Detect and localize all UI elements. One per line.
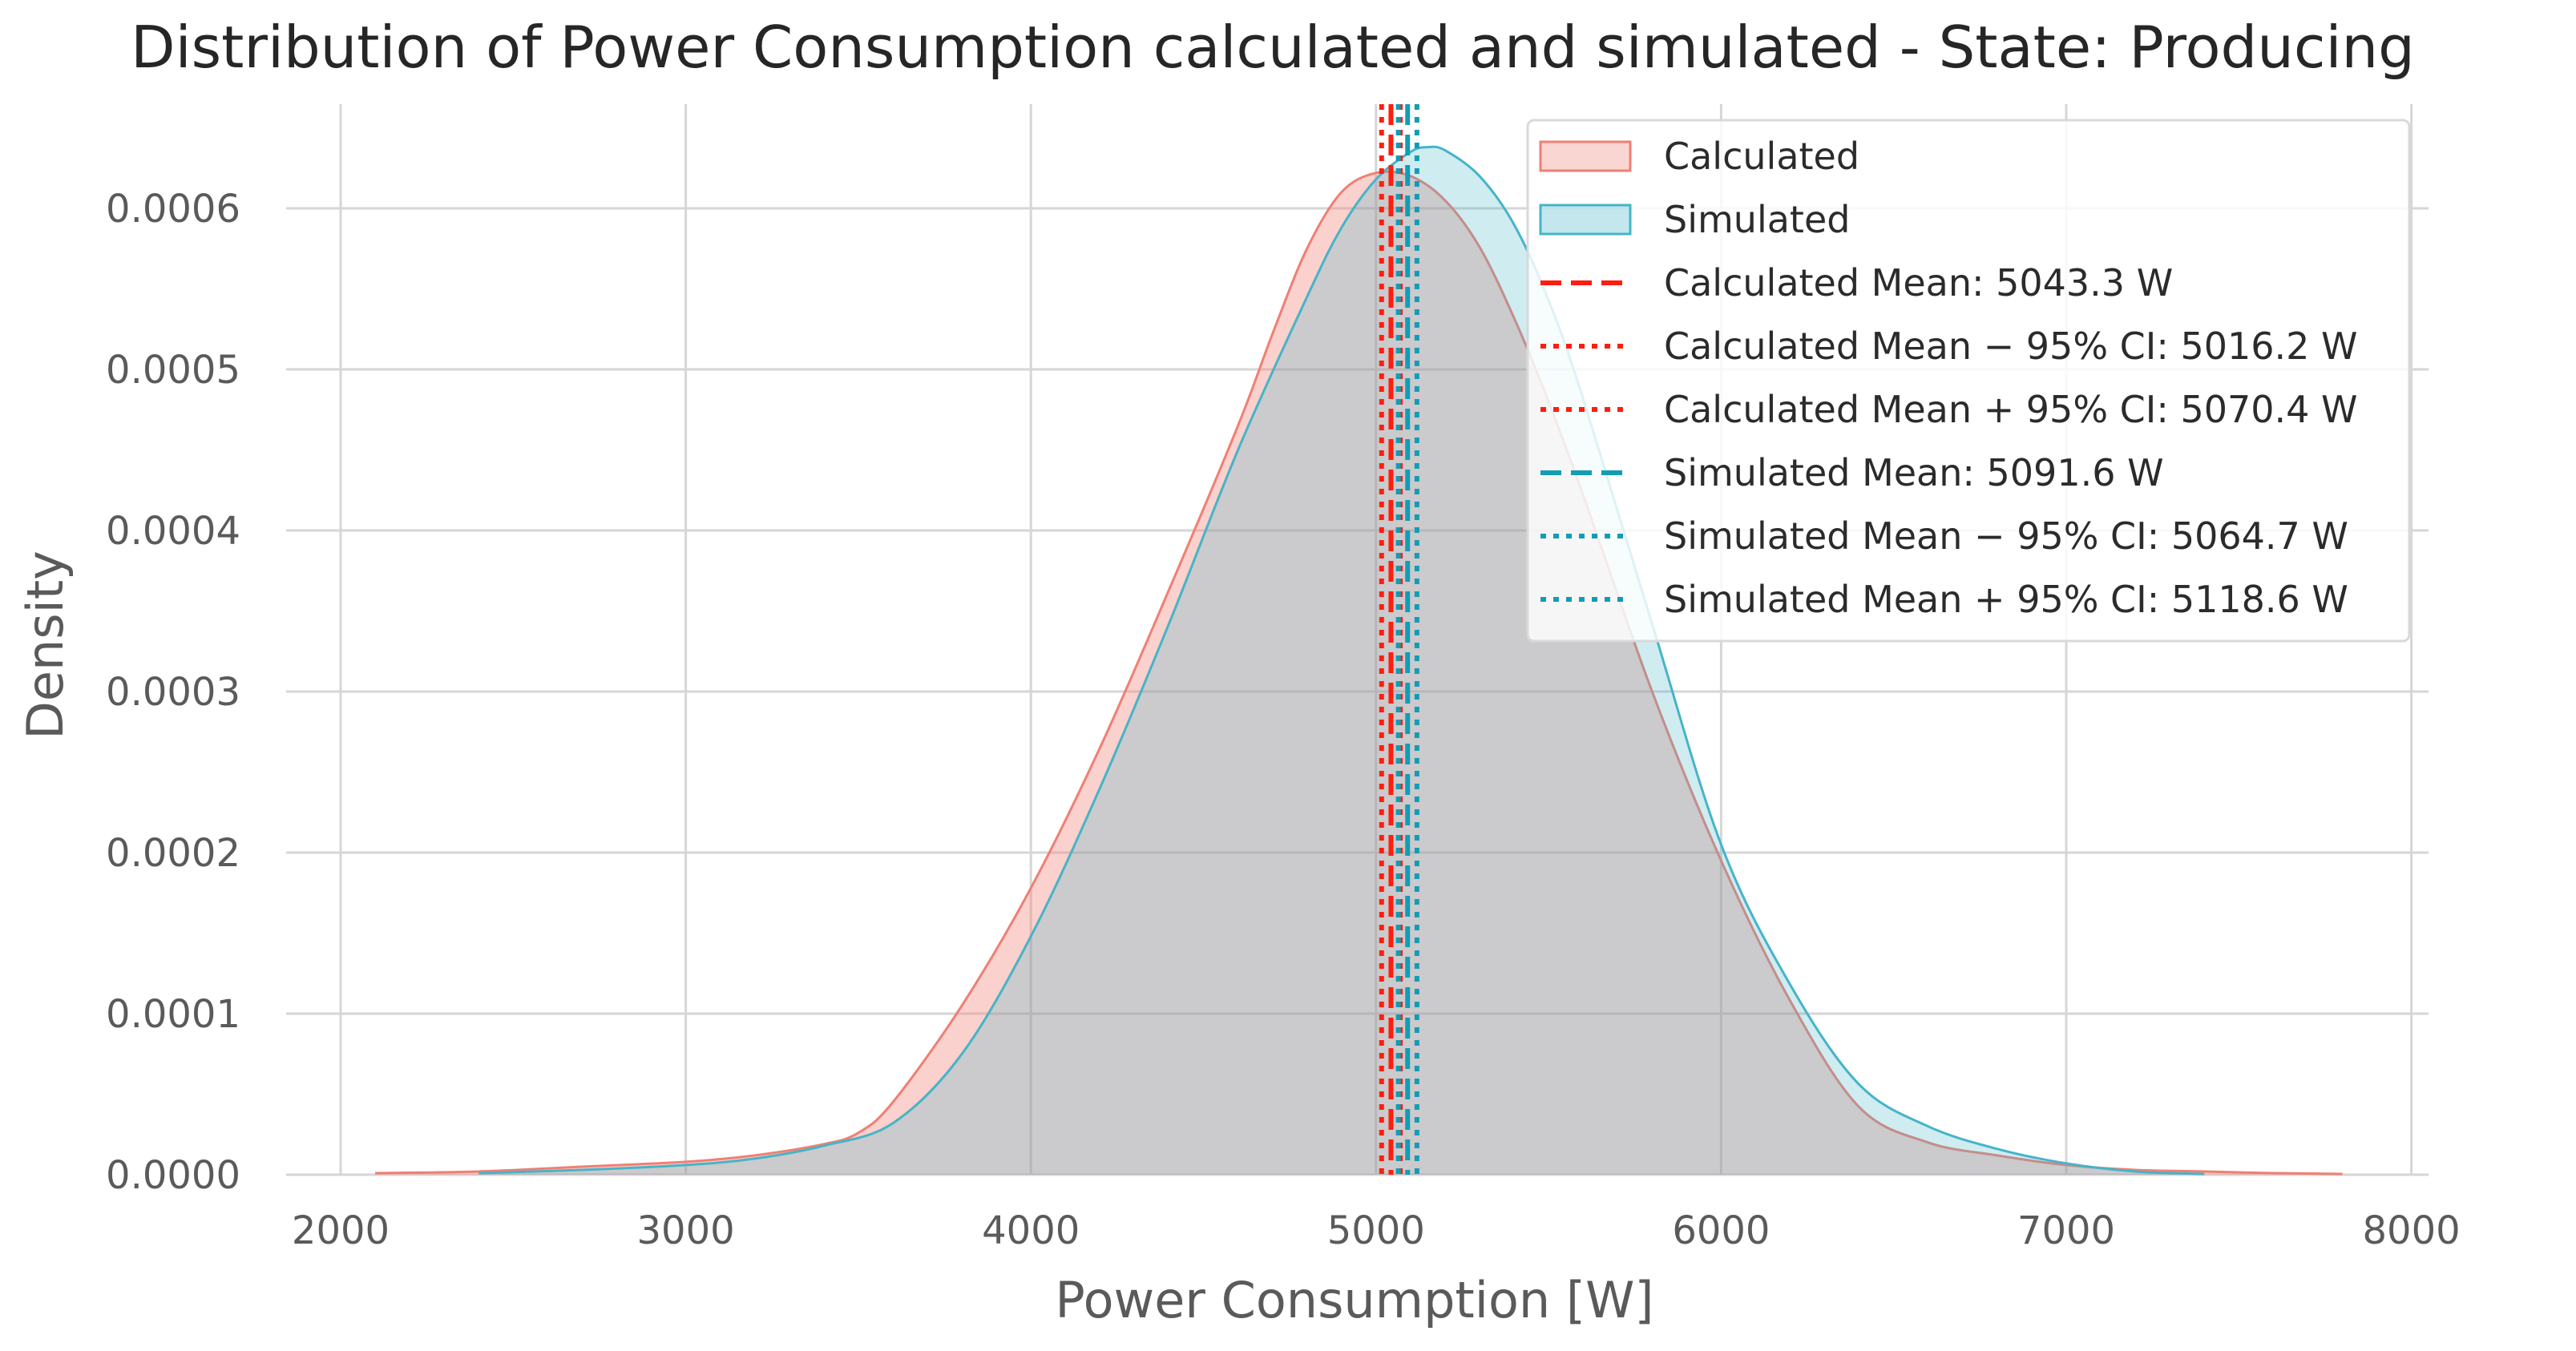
axis-ticks: 2000 3000 4000 5000 6000 7000 8000 0.0000 0.0001… <box>106 187 2461 1253</box>
simulated-density-area <box>478 147 2205 1176</box>
density-areas <box>375 145 2343 1176</box>
y-tick-label: 0.0006 <box>106 187 240 232</box>
y-axis-title: Density <box>16 550 75 740</box>
legend: Calculated Simulated Calculated Mean: 5043… <box>1526 119 2411 643</box>
legend-swatch-simulated <box>1539 204 1632 236</box>
y-tick-label: 0.0004 <box>106 509 240 554</box>
legend-label: Calculated <box>1664 135 1859 178</box>
legend-label: Simulated Mean: 5091.6 W <box>1664 451 2164 494</box>
legend-swatch-calculated <box>1539 140 1632 172</box>
legend-label: Calculated Mean + 95% CI: 5070.4 W <box>1664 388 2358 431</box>
calculated-density-line <box>375 170 2343 1176</box>
legend-box <box>1526 119 2411 643</box>
x-tick-label: 6000 <box>1672 1208 1770 1253</box>
y-tick-label: 0.0003 <box>106 670 240 715</box>
y-tick-label: 0.0002 <box>106 831 240 876</box>
x-tick-label: 7000 <box>2017 1208 2115 1253</box>
legend-label: Simulated Mean − 95% CI: 5064.7 W <box>1664 514 2348 558</box>
y-tick-label: 0.0000 <box>106 1153 240 1198</box>
mean-ci-lines <box>1379 104 1419 1175</box>
legend-label: Calculated Mean: 5043.3 W <box>1664 261 2173 304</box>
y-tick-label: 0.0001 <box>106 992 240 1037</box>
calculated-density-area <box>375 171 2343 1175</box>
x-axis-title: Power Consumption [W] <box>1055 1271 1653 1329</box>
legend-label: Calculated Mean − 95% CI: 5016.2 W <box>1664 325 2358 368</box>
x-tick-label: 4000 <box>982 1208 1080 1253</box>
x-tick-label: 2000 <box>292 1208 390 1253</box>
simulated-density-line <box>478 145 2205 1176</box>
x-tick-label: 5000 <box>1327 1208 1425 1253</box>
legend-label: Simulated Mean + 95% CI: 5118.6 W <box>1664 578 2348 621</box>
x-tick-label: 3000 <box>637 1208 735 1253</box>
chart-title: Distribution of Power Consumption calcul… <box>131 14 2415 81</box>
legend-label: Simulated <box>1664 198 1850 241</box>
x-tick-label: 8000 <box>2363 1208 2461 1253</box>
y-tick-label: 0.0005 <box>106 348 240 393</box>
